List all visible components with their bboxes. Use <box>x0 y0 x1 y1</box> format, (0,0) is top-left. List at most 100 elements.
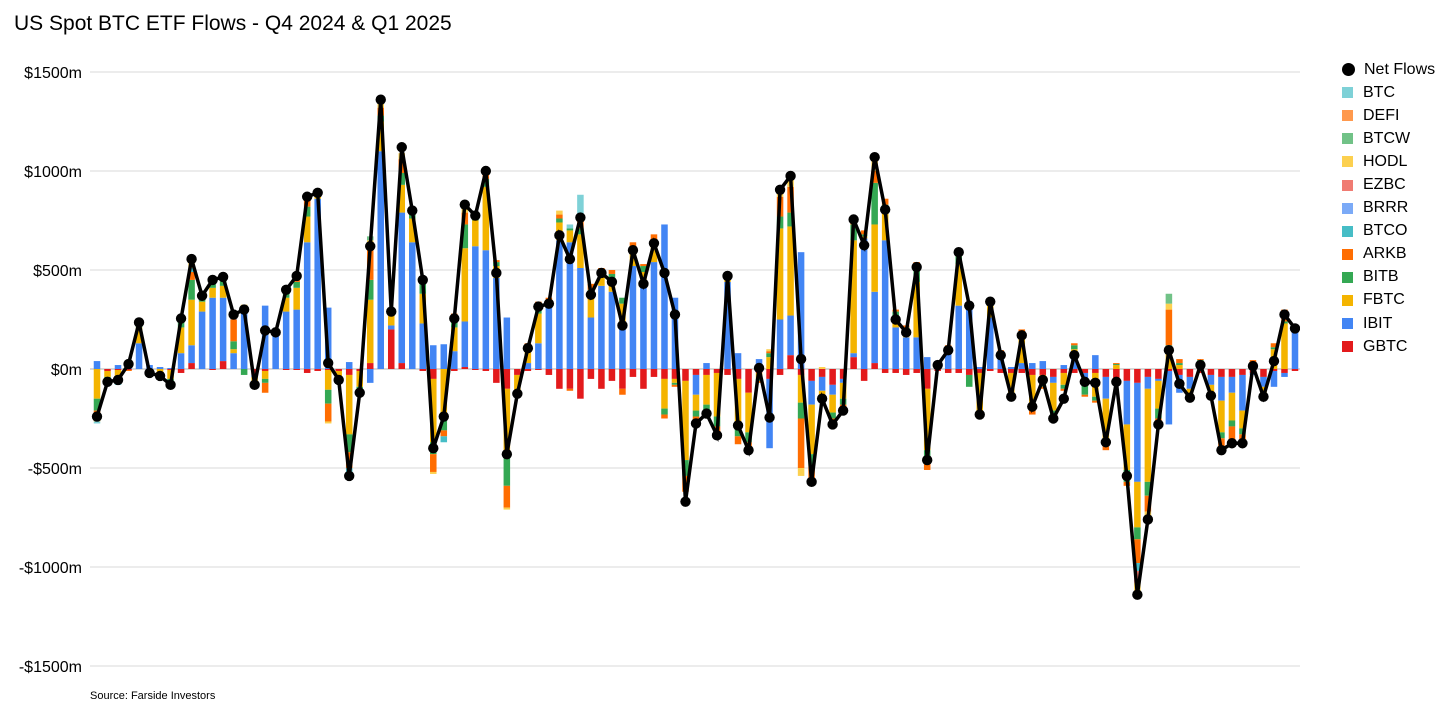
bar-segment-fbtc <box>261 370 269 379</box>
net-flows-point <box>1258 391 1269 402</box>
bar-segment-fbtc <box>293 287 300 310</box>
bar-segment-arkb <box>640 264 647 267</box>
net-flows-point <box>1090 377 1101 389</box>
bar-segment-ibit <box>976 367 983 369</box>
bar-segment-ibit <box>629 266 637 369</box>
bar-segment-bitb <box>808 454 815 467</box>
bar-segment-fbtc <box>1102 398 1110 439</box>
bar-segment-ibit <box>135 343 143 369</box>
bar-segment-fbtc <box>1060 372 1068 385</box>
net-flows-point <box>543 298 555 309</box>
net-flows-point <box>396 142 407 153</box>
bar-segment-fbtc <box>104 370 111 377</box>
bar-segment-bitb <box>965 374 973 387</box>
bar-segment-gbtc <box>566 369 574 389</box>
bar-segment-gbtc <box>587 369 595 379</box>
net-flows-point <box>1226 438 1238 449</box>
bar-segment-ibit <box>1060 365 1068 369</box>
legend-label: DEFI <box>1363 106 1400 124</box>
bar-segment-gbtc <box>261 369 269 371</box>
bar-segment-gbtc <box>829 369 836 385</box>
bar-segment-ibit <box>1218 376 1225 401</box>
net-flows-point <box>1163 344 1175 356</box>
bar-segment-bitb <box>577 228 584 235</box>
bar-segment-bitb <box>398 172 406 185</box>
bar-segment-bitb <box>871 182 878 225</box>
bar-segment-ibit <box>430 345 437 369</box>
bar-segment-gbtc <box>682 369 689 381</box>
bar-segment-gbtc <box>881 369 889 373</box>
bar-segment-arkb <box>556 214 563 219</box>
bar-segment-hodl <box>818 367 826 369</box>
bar-segment-bitb <box>230 341 237 350</box>
bar-segment-fbtc <box>1155 380 1162 409</box>
bar-segment-fbtc <box>230 349 237 354</box>
bar-segment-gbtc <box>524 369 532 371</box>
bar-segment-fbtc <box>808 404 815 455</box>
bar-segment-arkb <box>261 382 269 393</box>
bar-segment-ibit <box>493 277 500 369</box>
net-flows-point <box>659 267 670 279</box>
bar-segment-fbtc <box>776 228 784 320</box>
net-flows-point <box>1268 355 1280 367</box>
bar-segment-arkb <box>797 418 805 468</box>
bar-segment-ibit <box>587 317 595 369</box>
net-flows-point <box>1132 589 1143 600</box>
net-flows-point <box>175 313 187 324</box>
bar-segment-bitb <box>640 266 647 272</box>
bar-segment-ibit <box>1134 382 1141 482</box>
net-flows-point <box>1058 393 1070 404</box>
bar-segment-arkb <box>1039 386 1047 389</box>
bar-segment-ibit <box>461 321 469 368</box>
net-flows-point <box>995 349 1006 361</box>
net-flows-point <box>123 358 134 370</box>
net-flows-point <box>165 379 176 391</box>
bar-segment-ibit <box>1260 376 1267 387</box>
net-flows-point <box>417 274 428 286</box>
net-flows-point <box>1184 392 1196 403</box>
net-flows-point <box>764 412 775 423</box>
net-flows-point <box>690 418 702 429</box>
net-flows-point <box>91 411 103 422</box>
net-flows-point <box>848 214 859 225</box>
bar-segment-gbtc <box>944 369 952 373</box>
bar-segment-gbtc <box>387 329 395 369</box>
bar-segment-gbtc <box>1281 369 1288 373</box>
bar-segment-ibit <box>272 333 279 369</box>
bar-segment-ibit <box>986 317 994 369</box>
net-flows-point <box>974 409 985 420</box>
net-flows-point <box>701 408 712 419</box>
legend-item-brrr: BRRR <box>1342 197 1435 220</box>
bar-segment-arkb <box>430 454 437 472</box>
bar-segment-ibit <box>524 363 532 369</box>
bar-segment-arkb <box>1270 343 1278 348</box>
bar-segment-gbtc <box>986 369 994 371</box>
y-tick-label: -$1500m <box>19 659 82 676</box>
bar-segment-ibit <box>913 337 920 369</box>
bar-segment-bitb <box>797 402 805 419</box>
bar-segment-arkb <box>661 414 668 419</box>
bar-segment-fbtc <box>398 184 406 213</box>
net-flows-point <box>785 170 796 182</box>
bar-segment-ibit <box>93 361 101 369</box>
bar-segment-ibit <box>440 344 448 369</box>
net-flows-point <box>512 388 523 399</box>
net-flows-point <box>333 374 344 386</box>
bar-segment-bitb <box>661 408 668 415</box>
net-flows-point <box>280 284 292 295</box>
bar-segment-ibit <box>1092 355 1099 369</box>
bar-segment-gbtc <box>1186 369 1194 377</box>
bar-segment-gbtc <box>114 369 122 370</box>
bar-segment-ibit <box>240 311 248 369</box>
net-flows-point <box>1289 323 1300 334</box>
legend-label: BTCO <box>1363 222 1408 240</box>
net-flows-point <box>879 204 891 215</box>
net-flows-point <box>774 184 786 196</box>
bar-segment-bitb <box>766 353 773 358</box>
bar-segment-ibit <box>902 337 910 369</box>
bar-segment-gbtc <box>671 369 679 379</box>
bar-segment-fbtc <box>1260 386 1267 393</box>
bar-segment-ibit <box>734 353 742 369</box>
bar-segment-gbtc <box>430 369 437 379</box>
legend-item-btco: BTCO <box>1342 220 1435 243</box>
